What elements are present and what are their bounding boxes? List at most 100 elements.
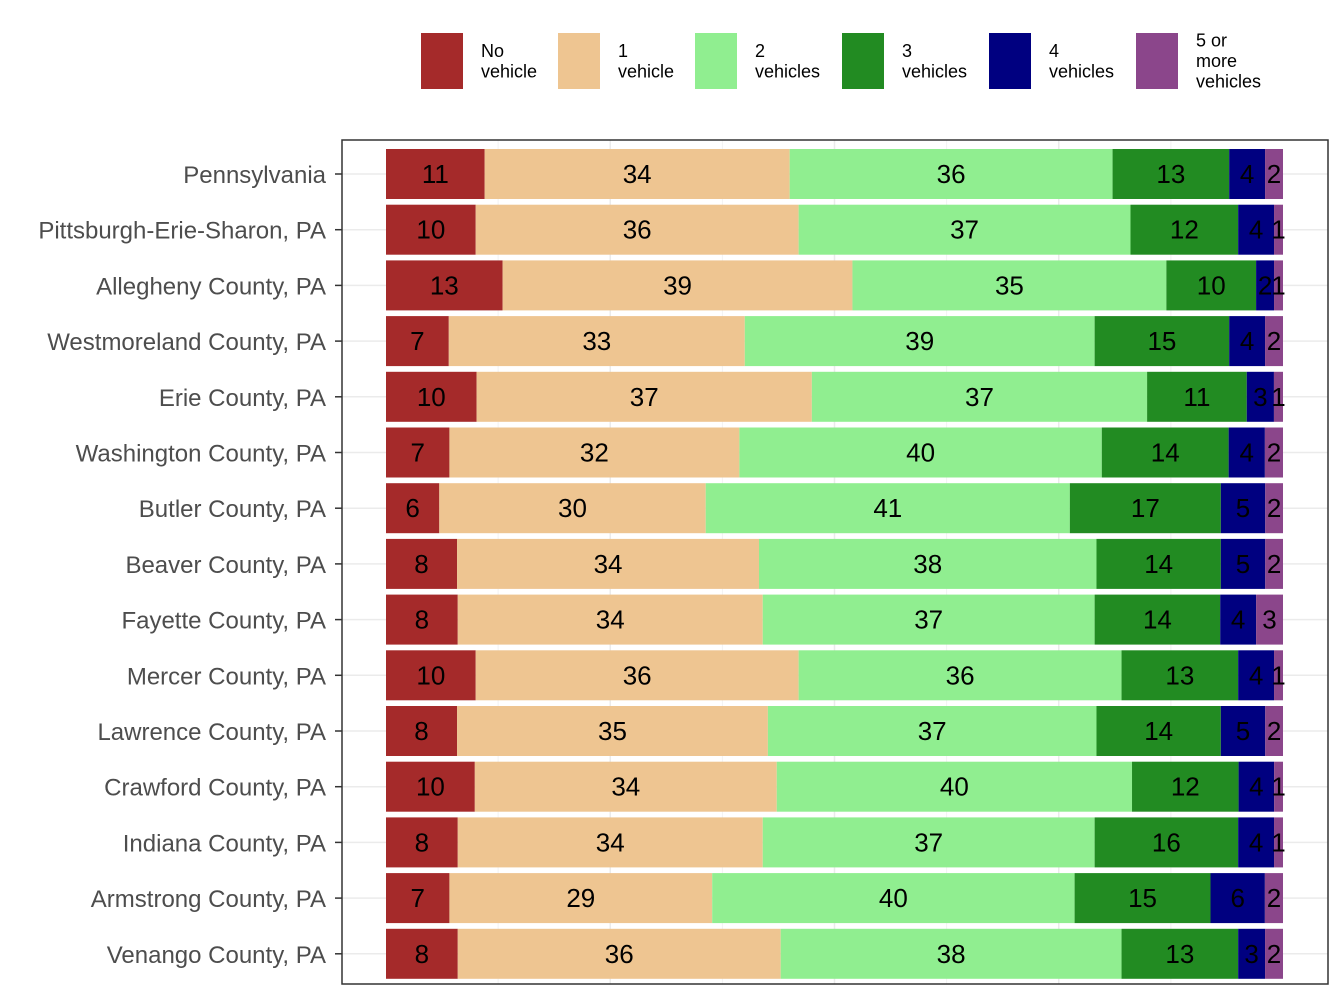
bar-segment: [1166, 260, 1257, 311]
bar-segment: [1094, 316, 1230, 367]
bar-value-label: 17: [1131, 493, 1160, 523]
bar-value-label: 8: [414, 716, 428, 746]
bar-segment: [789, 149, 1113, 199]
bar-segment: [798, 650, 1122, 701]
bar-value-label: 4: [1240, 438, 1254, 468]
bar-value-label: 29: [566, 883, 595, 913]
bar-segment: [705, 483, 1070, 534]
bar-segment: [744, 316, 1095, 367]
bar-segment: [1096, 706, 1221, 756]
bar-segment: [762, 594, 1095, 645]
legend-label: 3: [902, 41, 912, 61]
bar-value-label: 13: [1165, 660, 1194, 690]
bar-value-label: 37: [950, 215, 979, 245]
bar-segment: [1264, 873, 1283, 924]
bar-segment: [852, 260, 1167, 311]
bar-segment: [386, 594, 458, 645]
bar-value-label: 10: [1197, 270, 1226, 300]
bar-segment: [386, 650, 476, 701]
bar-value-label: 2: [1267, 326, 1281, 356]
bar-value-label: 4: [1231, 605, 1245, 635]
bar-value-label: 36: [937, 159, 966, 189]
bar-segment: [762, 817, 1095, 868]
y-tick-label: Venango County, PA: [107, 942, 326, 969]
bar-segment: [1210, 873, 1265, 924]
bar-segment: [1096, 538, 1221, 589]
bar-segment: [1130, 204, 1239, 255]
legend-label: more: [1196, 51, 1237, 71]
bar-segment: [759, 538, 1097, 589]
bar-value-label: 8: [415, 605, 429, 635]
bar-segment: [1238, 204, 1275, 255]
bar-value-label: 35: [598, 716, 627, 746]
bar-segment: [1274, 817, 1283, 868]
bar-value-label: 2: [1258, 270, 1272, 300]
bar-segment: [1121, 650, 1239, 701]
bar-value-label: 4: [1240, 159, 1254, 189]
bar-segment: [1229, 316, 1266, 367]
bar-segment: [386, 928, 458, 979]
bar-segment: [1274, 204, 1283, 255]
y-tick-label: Butler County, PA: [139, 496, 326, 523]
bar-value-label: 36: [623, 215, 652, 245]
bar-value-label: 7: [410, 438, 424, 468]
bar-segment: [457, 928, 781, 979]
bar-segment: [457, 706, 768, 756]
y-axis: Pennsylvania Pittsburgh-Erie-Sharon, PA Al…: [38, 162, 342, 969]
bar-segment: [386, 817, 458, 868]
bar-value-label: 3: [1253, 382, 1267, 412]
bar-segment: [1112, 149, 1230, 199]
bar-segment: [1094, 594, 1221, 645]
bar-segment: [739, 427, 1102, 478]
bar-value-label: 40: [940, 772, 969, 802]
bar-value-label: 15: [1128, 883, 1157, 913]
legend-key: [1136, 33, 1178, 89]
bar-value-label: 10: [416, 660, 445, 690]
bar-value-label: 36: [605, 939, 634, 969]
bar-value-label: 2: [1267, 939, 1281, 969]
bar-segment: [1246, 371, 1274, 422]
bar-value-label: 32: [580, 438, 609, 468]
y-tick-label: Pennsylvania: [183, 162, 326, 189]
bar-value-label: 13: [430, 270, 459, 300]
bar-segment: [386, 483, 440, 534]
bar-segment: [1265, 538, 1283, 589]
bar-segment: [1101, 427, 1229, 478]
bar-value-label: 2: [1267, 716, 1281, 746]
bar-segment: [1238, 928, 1266, 979]
bar-value-label: 4: [1249, 827, 1263, 857]
bar-value-label: 7: [410, 883, 424, 913]
bar-value-label: 11: [1183, 382, 1210, 412]
bar-value-label: 3: [1244, 939, 1258, 969]
y-tick-label: Westmoreland County, PA: [47, 329, 326, 356]
legend-key: [695, 33, 737, 89]
bar-segment: [712, 873, 1075, 924]
bar-value-label: 33: [582, 326, 611, 356]
legend-key: [989, 33, 1031, 89]
bar-segment: [1220, 538, 1266, 589]
bar-value-label: 30: [558, 493, 587, 523]
y-tick-label: Allegheny County, PA: [96, 273, 326, 300]
legend-label: 4: [1049, 41, 1059, 61]
y-tick-label: Mercer County, PA: [127, 663, 326, 690]
y-tick-label: Pittsburgh-Erie-Sharon, PA: [38, 218, 326, 245]
bar-value-label: 4: [1249, 772, 1263, 802]
bar-value-label: 5: [1236, 493, 1250, 523]
legend-label: 2: [755, 41, 765, 61]
bar-segment: [1265, 706, 1283, 756]
bar-value-label: 36: [623, 660, 652, 690]
bar-value-label: 14: [1143, 605, 1172, 635]
bar-segment: [386, 427, 450, 478]
bar-value-label: 1: [1271, 382, 1285, 412]
y-tick-label: Crawford County, PA: [104, 775, 326, 802]
y-tick-label: Beaver County, PA: [125, 552, 326, 579]
bar-value-label: 37: [965, 382, 994, 412]
bar-labels: 11 34 36 13 4 210 36 37 12 4 113 39 35 10 217 33 39 15 4 21…: [405, 159, 1285, 969]
bar-value-label: 13: [1156, 159, 1185, 189]
bar-value-label: 4: [1249, 215, 1263, 245]
bar-segment: [1274, 260, 1283, 311]
bar-segment: [457, 594, 763, 645]
bar-segment: [386, 316, 449, 367]
bar-value-label: 36: [946, 660, 975, 690]
